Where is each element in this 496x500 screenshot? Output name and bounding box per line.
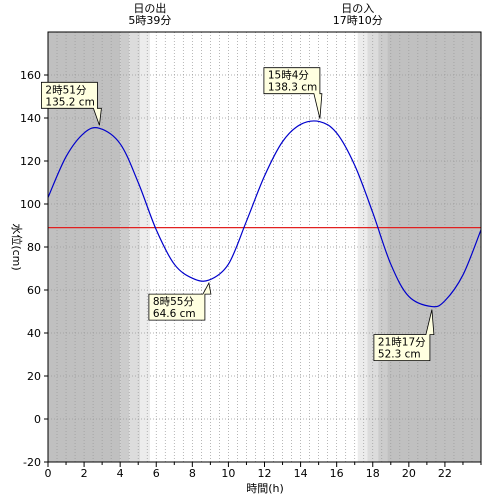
callout-time: 8時55分 (153, 296, 195, 308)
callout-level: 138.3 cm (268, 82, 317, 94)
callout-time: 2時51分 (45, 84, 87, 96)
callout-box (263, 67, 323, 119)
x-tick-label: 4 (117, 467, 124, 480)
x-tick-label: 2 (81, 467, 88, 480)
sun-event-label: 日の入 (341, 2, 374, 15)
y-tick-label: 100 (20, 198, 41, 211)
night-shade-band (357, 32, 368, 462)
sun-event-label: 日の出 (133, 1, 166, 15)
x-tick-label: 8 (189, 467, 196, 480)
y-tick-label: -20 (23, 456, 41, 469)
night-shade-band (387, 32, 481, 462)
x-tick-label: 18 (366, 467, 380, 480)
callout-box (41, 81, 102, 126)
callout-time: 15時4分 (268, 70, 310, 82)
callout-level: 64.6 cm (153, 308, 196, 320)
y-tick-label: 80 (27, 241, 41, 254)
sun-event-time: 17時10分 (333, 14, 383, 27)
x-tick-label: 10 (221, 467, 235, 480)
x-tick-label: 20 (402, 467, 416, 480)
y-tick-label: 0 (34, 413, 41, 426)
callout-box (373, 309, 435, 362)
axes: -20 0 20 40 60 80 100 120 140 160 0 2 4 6 8 10 12 14 16 18 2… (20, 31, 482, 480)
callout-time: 21時17分 (378, 337, 426, 349)
tide-level-line (47, 120, 482, 308)
callout-level: 135.2 cm (45, 96, 94, 108)
y-tick-label: 140 (20, 112, 41, 125)
y-tick-label: 120 (20, 155, 41, 168)
y-tick-label: 160 (20, 69, 41, 82)
y-tick-label: 60 (27, 284, 41, 297)
night-shade-band (120, 32, 130, 462)
tide-series (47, 120, 482, 308)
y-tick-label: 40 (27, 327, 41, 340)
callout-box (148, 281, 212, 321)
y-axis-label: 水位(cm) (10, 223, 24, 270)
x-tick-label: 6 (153, 467, 160, 480)
x-axis-label: 時間(h) (246, 482, 284, 495)
x-tick-label: 22 (438, 467, 452, 480)
x-tick-label: 0 (45, 467, 52, 480)
x-tick-label: 16 (330, 467, 344, 480)
x-tick-label: 12 (258, 467, 272, 480)
grid (48, 32, 481, 462)
night-shade-band (378, 32, 388, 462)
sun-event-time: 5時39分 (128, 14, 171, 27)
callout-level: 52.3 cm (378, 349, 421, 361)
x-tick-label: 14 (294, 467, 308, 480)
y-tick-label: 20 (27, 370, 41, 383)
night-shade-band (129, 32, 141, 462)
